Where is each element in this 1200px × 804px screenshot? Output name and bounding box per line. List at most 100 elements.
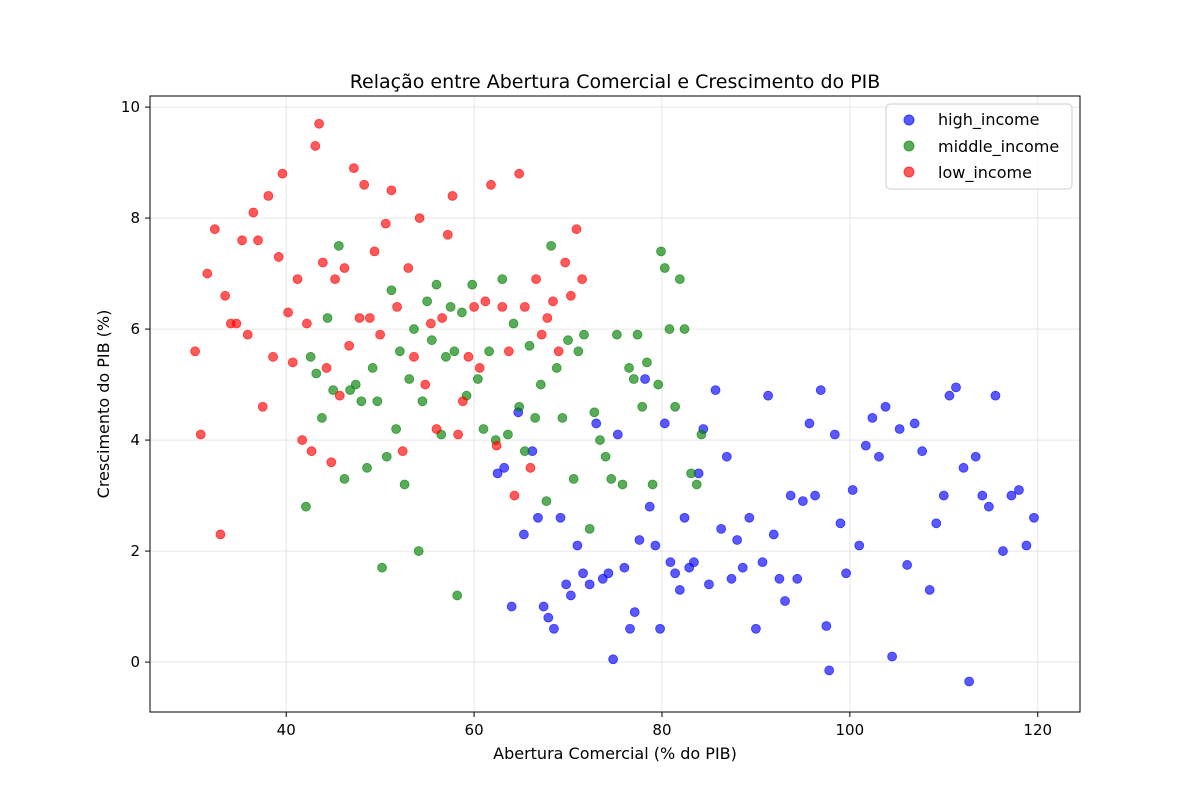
data-point — [555, 512, 566, 523]
data-point — [409, 324, 419, 334]
data-point — [841, 568, 851, 579]
data-point — [983, 501, 994, 512]
data-point — [584, 579, 595, 590]
data-point — [317, 412, 327, 423]
data-point — [990, 390, 1001, 401]
y-tick-label: 6 — [130, 320, 140, 338]
data-point — [835, 518, 846, 529]
legend-marker-middle-income — [903, 140, 915, 152]
data-point — [670, 401, 681, 412]
data-point — [824, 665, 835, 676]
data-point — [530, 412, 541, 423]
data-point — [726, 573, 737, 584]
data-point — [874, 451, 884, 462]
data-point — [242, 329, 253, 340]
y-tick-label: 10 — [121, 98, 140, 116]
data-point — [998, 546, 1008, 556]
data-point — [629, 607, 640, 618]
data-point — [503, 346, 514, 357]
data-point — [565, 290, 576, 301]
data-point — [369, 246, 380, 257]
data-point — [518, 529, 529, 540]
data-point — [774, 573, 785, 584]
data-point — [880, 401, 891, 412]
data-point — [394, 346, 405, 357]
data-point — [640, 374, 650, 384]
data-point — [380, 218, 391, 229]
data-point — [453, 429, 464, 440]
data-point — [1014, 485, 1024, 495]
data-point — [1006, 490, 1017, 501]
data-point — [716, 523, 727, 534]
data-point — [536, 329, 547, 340]
y-tick-label: 8 — [130, 209, 140, 227]
data-point — [322, 313, 333, 323]
data-point — [721, 451, 732, 462]
x-tick-label: 40 — [277, 721, 296, 739]
data-point — [377, 562, 387, 573]
data-point — [679, 324, 690, 334]
data-point — [804, 418, 815, 429]
data-point — [330, 274, 340, 285]
data-point — [447, 190, 458, 201]
data-point — [209, 224, 220, 235]
data-point — [785, 490, 796, 501]
data-point — [650, 540, 661, 551]
data-point — [829, 429, 840, 440]
data-point — [413, 546, 424, 556]
data-point — [457, 396, 468, 407]
data-point — [231, 318, 242, 329]
data-point — [248, 207, 259, 218]
y-axis-label: Crescimento do PIB (%) — [94, 310, 113, 499]
data-point — [344, 340, 355, 351]
legend-marker-high-income — [903, 114, 915, 126]
data-point — [710, 385, 721, 396]
data-point — [584, 523, 595, 534]
data-point — [397, 446, 408, 457]
data-point — [514, 168, 525, 179]
data-point — [924, 585, 935, 595]
data-point — [792, 573, 803, 584]
data-point — [392, 301, 402, 312]
data-point — [917, 446, 928, 457]
data-point — [356, 396, 367, 407]
data-point — [333, 240, 344, 251]
data-point — [321, 363, 332, 373]
legend-label-middle-income: middle_income — [938, 137, 1059, 157]
data-point — [431, 424, 442, 434]
data-point — [619, 562, 630, 573]
data-point — [578, 568, 588, 579]
data-point — [310, 141, 321, 151]
data-point — [442, 229, 453, 240]
data-point — [653, 379, 664, 390]
data-point — [589, 407, 600, 418]
data-point — [625, 623, 635, 634]
y-tick-label: 2 — [130, 542, 140, 560]
data-point — [409, 351, 419, 362]
data-point — [644, 501, 655, 512]
data-point — [348, 163, 359, 174]
data-point — [386, 185, 397, 196]
data-point — [561, 579, 572, 590]
data-point — [317, 257, 328, 268]
data-point — [768, 529, 779, 540]
data-point — [202, 268, 213, 279]
data-point — [757, 557, 768, 568]
data-point — [606, 474, 617, 484]
data-point — [541, 496, 552, 507]
data-point — [215, 529, 226, 540]
data-point — [431, 279, 442, 290]
data-point — [381, 451, 392, 462]
data-point — [659, 418, 670, 429]
series-low-income — [190, 118, 588, 540]
data-point — [456, 307, 467, 318]
data-point — [573, 346, 584, 357]
data-point — [557, 412, 568, 423]
data-point — [452, 590, 463, 601]
data-point — [480, 296, 491, 307]
data-point — [524, 340, 535, 351]
x-tick-label: 100 — [836, 721, 865, 739]
data-point — [499, 462, 510, 473]
